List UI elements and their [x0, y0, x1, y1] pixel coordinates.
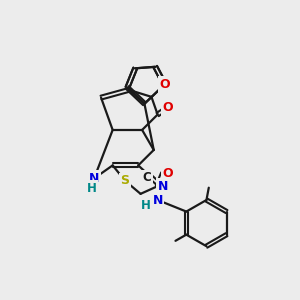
- Text: S: S: [121, 174, 130, 187]
- Text: N: N: [152, 194, 163, 206]
- Text: H: H: [87, 182, 97, 195]
- Text: N: N: [89, 172, 99, 185]
- Text: C: C: [142, 171, 151, 184]
- Text: N: N: [158, 180, 168, 193]
- Text: O: O: [162, 101, 173, 114]
- Text: H: H: [141, 199, 151, 212]
- Text: O: O: [162, 167, 173, 180]
- Text: O: O: [159, 78, 170, 91]
